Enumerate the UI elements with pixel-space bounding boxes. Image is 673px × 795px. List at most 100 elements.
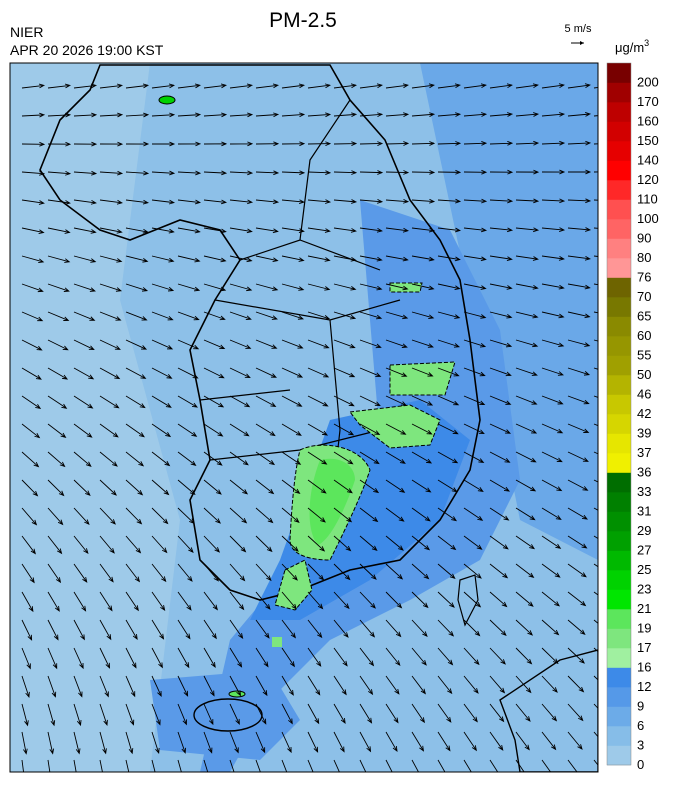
wind-arrow — [385, 451, 406, 464]
wind-arrow — [359, 423, 381, 436]
wind-arrow — [333, 283, 357, 291]
wind-arrow — [151, 507, 169, 525]
wind-arrow — [255, 619, 270, 639]
wind-arrow — [281, 199, 306, 205]
colorbar-label: 23 — [637, 582, 651, 597]
wind-arrow — [281, 255, 305, 262]
wind-arrow — [541, 83, 565, 89]
wind-arrow — [515, 339, 539, 348]
wind-arrow — [73, 703, 82, 727]
wind-arrow — [359, 479, 380, 494]
colorbar-segment — [607, 258, 631, 278]
wind-arrow — [99, 451, 118, 467]
wind-arrow — [541, 367, 564, 376]
wind-arrow — [73, 535, 89, 555]
wind-arrow — [333, 591, 350, 610]
wind-arrow — [255, 759, 261, 772]
wind-arrow — [333, 83, 357, 89]
wind-arrow — [593, 535, 598, 540]
wind-arrow — [437, 703, 452, 723]
wind-arrow — [359, 83, 383, 89]
wind-arrow — [463, 141, 488, 146]
wind-arrow — [567, 367, 591, 376]
wind-arrow — [411, 731, 425, 752]
wind-arrow — [73, 759, 77, 772]
wind-arrow — [489, 83, 513, 89]
wind-arrow — [281, 423, 302, 436]
wind-arrow — [567, 198, 592, 204]
wind-arrow — [255, 283, 279, 291]
colorbar-segment — [607, 628, 631, 649]
wind-arrow — [307, 507, 326, 523]
wind-arrow — [21, 367, 42, 380]
wind-arrow — [73, 619, 85, 641]
wind-arrow — [515, 112, 540, 117]
map — [10, 63, 598, 772]
wind-arrow — [593, 395, 598, 398]
wind-arrow — [229, 759, 235, 772]
wind-arrow — [437, 367, 460, 377]
colorbar-segment — [607, 472, 631, 493]
wind-arrow — [229, 647, 243, 668]
wind-arrow — [255, 199, 280, 205]
wind-arrow — [125, 170, 150, 176]
wind-arrow — [203, 339, 226, 350]
wind-arrow — [593, 451, 598, 455]
wind-arrow — [541, 395, 564, 405]
wind-arrow — [177, 507, 195, 525]
wind-arrow — [437, 395, 460, 406]
wind-arrow — [203, 675, 215, 697]
wind-arrow — [177, 647, 190, 669]
wind-arrow — [255, 83, 279, 89]
wind-arrow — [47, 141, 72, 147]
wind-arrow — [411, 141, 436, 146]
wind-arrow — [125, 141, 150, 147]
wind-arrow — [21, 535, 36, 555]
wind-arrow — [515, 703, 531, 722]
wind-arrow — [229, 675, 242, 697]
wind-arrow — [359, 311, 383, 320]
wind-arrow — [47, 535, 63, 555]
wind-arrow — [567, 591, 587, 607]
wind-arrow — [99, 227, 123, 234]
wind-arrow — [177, 283, 201, 292]
wind-arrow — [333, 675, 347, 696]
wind-arrow — [229, 255, 253, 263]
wind-arrow — [21, 311, 44, 322]
wind-arrow — [411, 423, 433, 435]
wind-arrow — [411, 591, 429, 609]
wind-arrow — [541, 591, 561, 607]
colorbar-label: 17 — [637, 640, 651, 655]
wind-arrow — [47, 423, 67, 439]
wind-arrow — [593, 507, 598, 511]
wind-arrow — [125, 395, 146, 409]
wind-arrow — [411, 675, 426, 695]
wind-arrow — [151, 199, 175, 205]
wind-arrow — [307, 367, 330, 378]
wind-arrow — [255, 731, 266, 754]
wind-arrow — [515, 395, 538, 405]
wind-arrow — [47, 479, 65, 497]
wind-arrow — [255, 535, 273, 553]
wind-arrow — [151, 339, 174, 350]
wind-arrow — [73, 83, 97, 89]
wind-arrow — [255, 255, 279, 263]
wind-arrow — [567, 140, 592, 146]
wind-arrow — [203, 619, 217, 640]
wind-arrow — [463, 451, 485, 463]
wind-arrow — [489, 395, 512, 405]
wind-arrow — [203, 311, 226, 321]
wind-arrow — [281, 647, 295, 668]
wind-arrow — [411, 563, 430, 580]
wind-arrow — [21, 283, 44, 293]
wind-arrow — [333, 507, 353, 523]
wind-arrow — [489, 507, 510, 521]
wind-arrow — [47, 619, 59, 641]
wind-arrow — [385, 227, 409, 233]
wind-arrow — [255, 170, 280, 176]
wind-arrow — [307, 451, 328, 465]
wind-arrow — [333, 619, 349, 638]
wind-arrow — [21, 507, 38, 526]
wind-arrow — [99, 311, 122, 321]
wind-arrow — [73, 731, 81, 755]
